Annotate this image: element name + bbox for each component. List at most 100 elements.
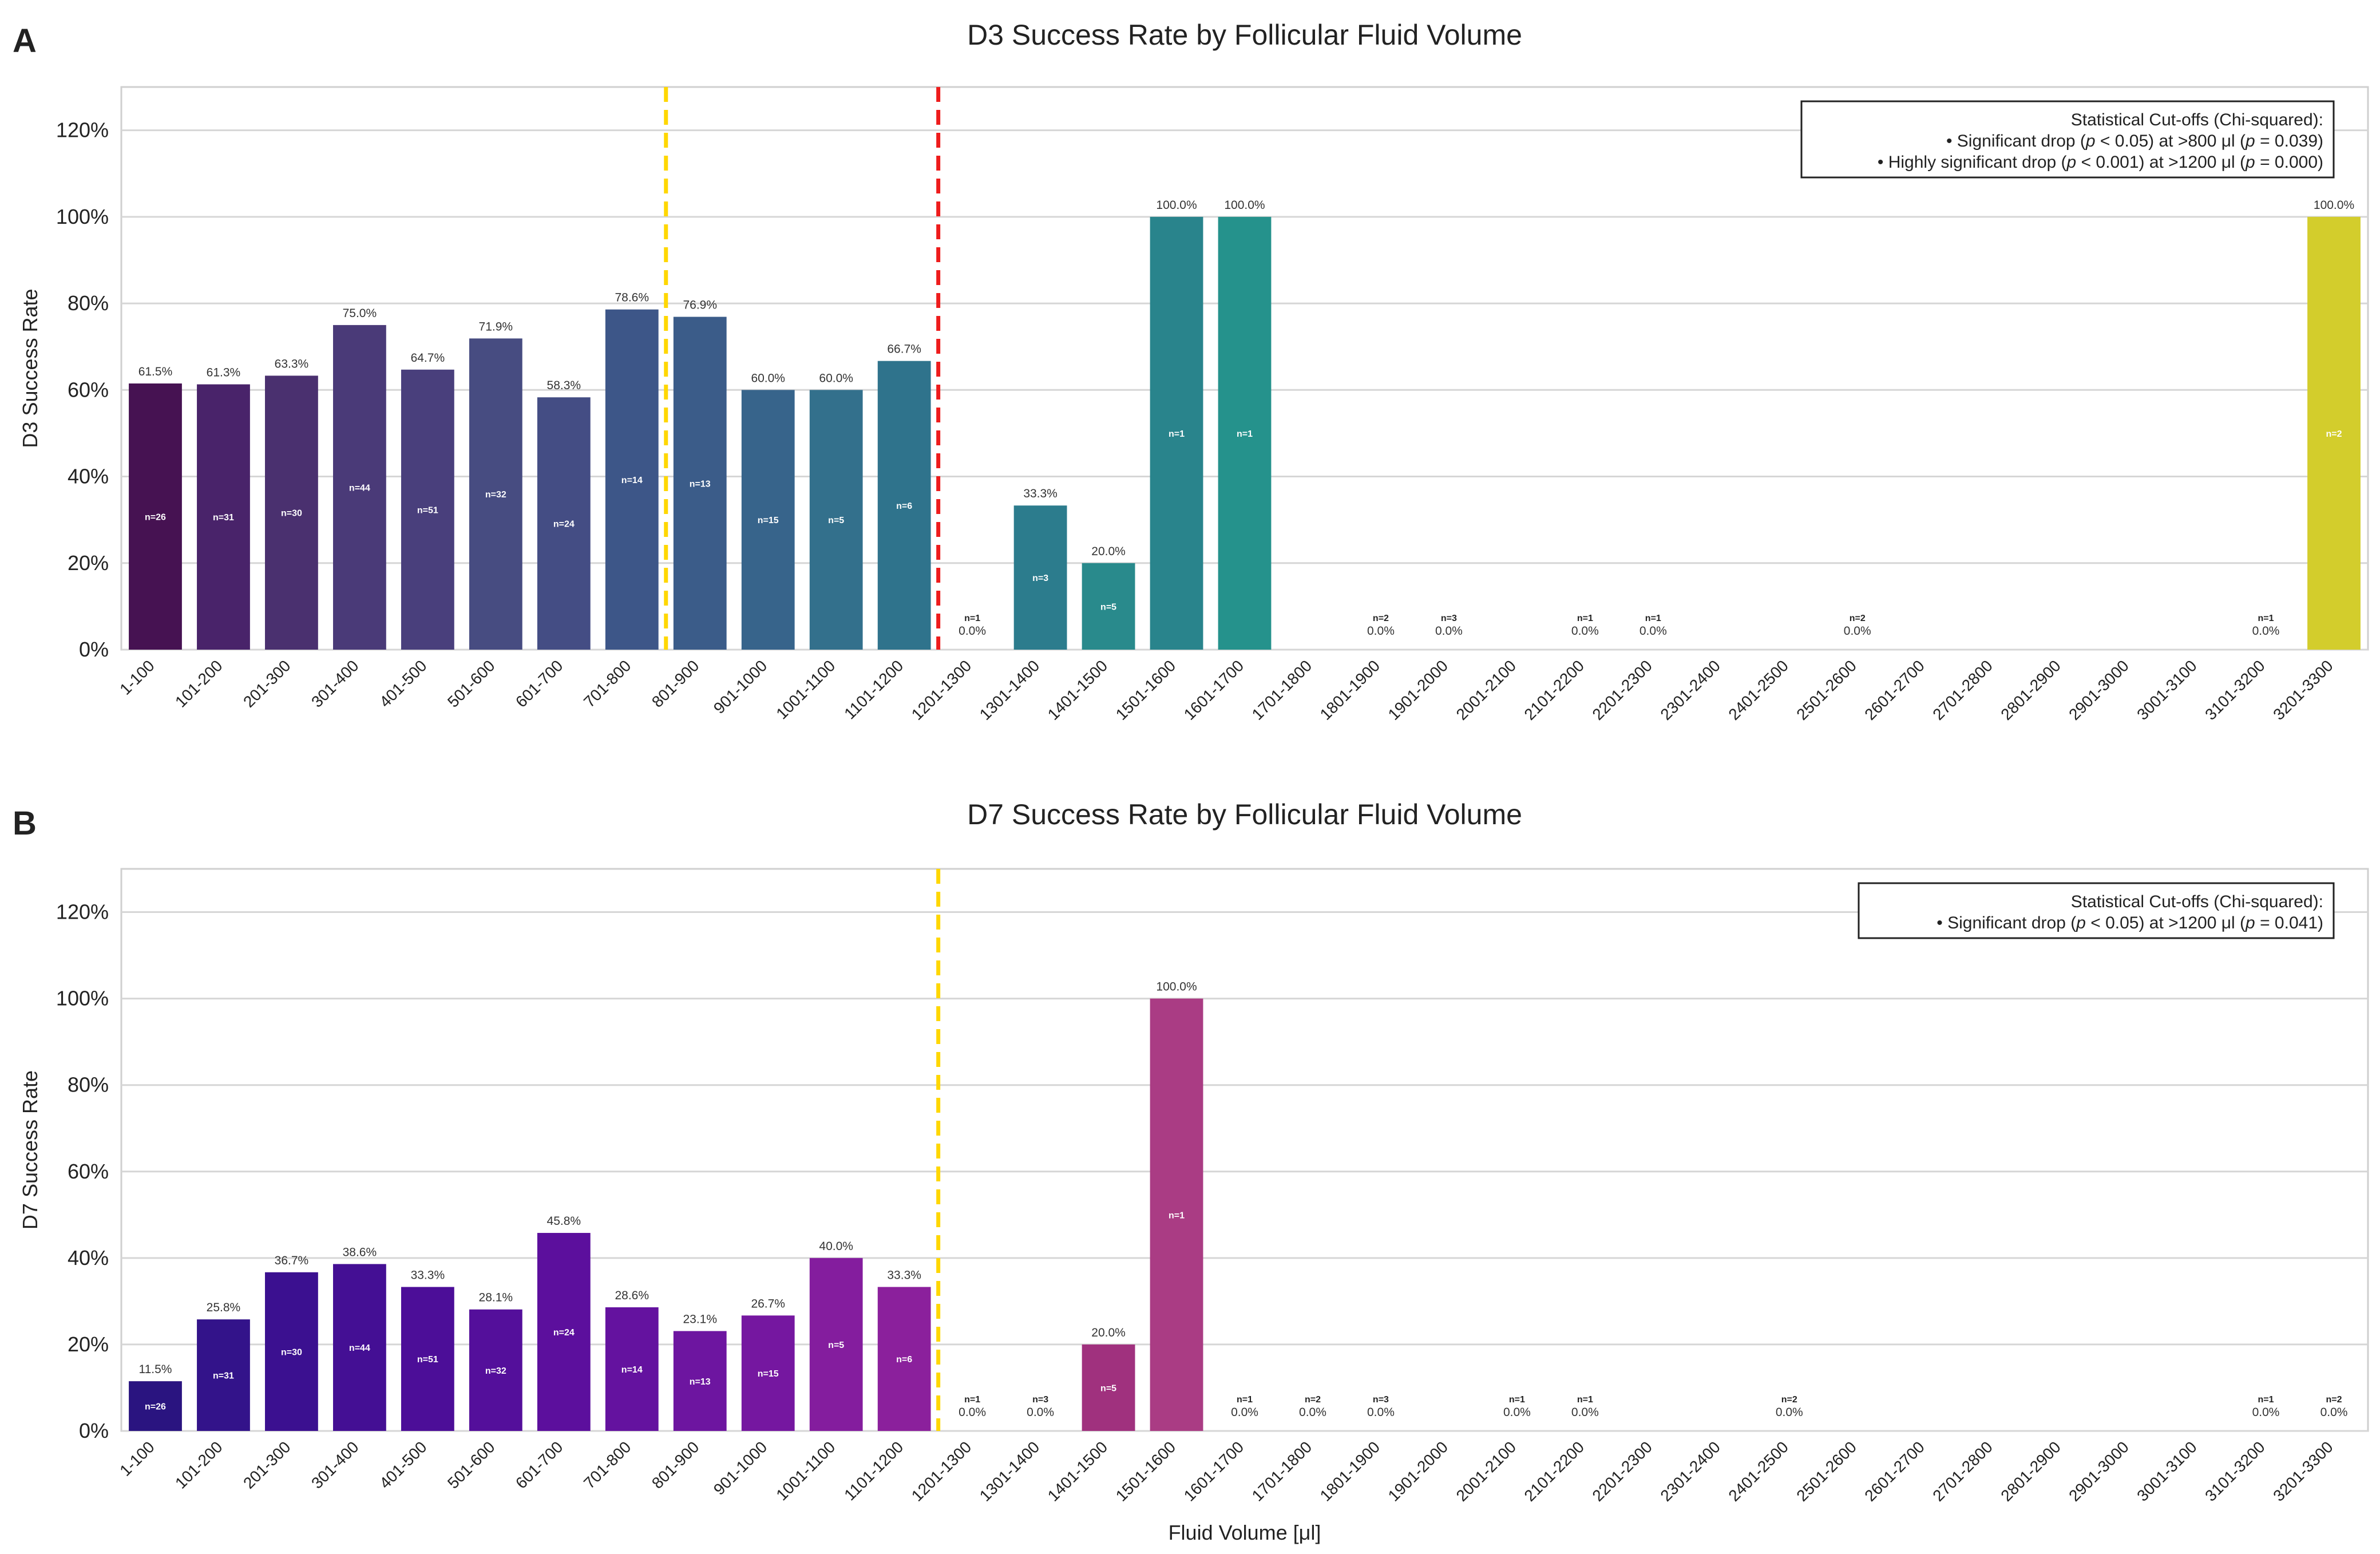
x-tick-label: 601-700 [512, 657, 567, 711]
x-tick-label: 2101-2200 [1520, 1438, 1587, 1505]
bar [1013, 505, 1067, 650]
x-tick-label: 2701-2800 [1929, 1438, 1996, 1505]
bar-value-label: 38.6% [343, 1245, 377, 1259]
bar-n-label: n=2 [1781, 1395, 1797, 1405]
panel-letter-b: B [13, 805, 37, 842]
bar-n-label: n=2 [1850, 614, 1866, 623]
bar [1218, 216, 1272, 650]
bar-n-label: n=5 [828, 1341, 844, 1350]
bar-value-label: 0.0% [1844, 624, 1871, 638]
x-tick-label: 1501-1600 [1112, 657, 1179, 723]
x-tick-label: 301-400 [308, 1438, 362, 1492]
bar-value-label: 0.0% [1776, 1406, 1803, 1419]
y-tick-label: 60% [68, 378, 109, 401]
bar-n-label: n=1 [1237, 429, 1253, 439]
bar-n-label: n=13 [690, 1377, 711, 1387]
bar-n-label: n=1 [1577, 1395, 1593, 1405]
x-tick-label: 2301-2400 [1657, 1438, 1724, 1505]
bar-n-label: n=1 [1577, 614, 1593, 623]
y-tick-label: 100% [56, 205, 109, 228]
bar-n-label: n=5 [1100, 1383, 1116, 1393]
bar [332, 1264, 386, 1431]
bar-n-label: n=2 [2326, 1395, 2342, 1405]
x-tick-label: 2601-2700 [1861, 1438, 1928, 1505]
bar [877, 361, 931, 650]
x-tick-label: 2601-2700 [1861, 657, 1928, 723]
bar [332, 325, 386, 650]
y-tick-label: 0% [79, 1419, 109, 1442]
bar-value-label: 23.1% [683, 1313, 717, 1326]
bar-value-label: 45.8% [547, 1215, 581, 1228]
x-tick-label: 101-200 [172, 1438, 226, 1492]
x-tick-label: 2701-2800 [1929, 657, 1996, 723]
x-tick-label: 1701-1800 [1249, 657, 1316, 723]
bar-n-label: n=14 [621, 1365, 643, 1375]
bar [1082, 1344, 1135, 1431]
bar-value-label: 33.3% [411, 1268, 445, 1282]
x-tick-label: 801-900 [648, 1438, 703, 1492]
x-tick-label: 1001-1100 [773, 1438, 838, 1504]
x-tick-label: 301-400 [308, 657, 362, 711]
bar-value-label: 76.9% [683, 299, 717, 312]
bar-n-label: n=3 [1441, 614, 1457, 623]
bar-value-label: 0.0% [1571, 1406, 1599, 1419]
bar-n-label: n=26 [145, 1402, 166, 1412]
bar-n-label: n=24 [553, 1328, 575, 1338]
bar-value-label: 61.3% [207, 366, 241, 379]
y-axis-label: D7 Success Rate [18, 1070, 42, 1229]
bar [469, 338, 522, 650]
bar-value-label: 0.0% [2252, 1406, 2280, 1419]
bar [605, 309, 659, 650]
x-tick-label: 1101-1200 [841, 657, 906, 722]
x-tick-label: 601-700 [512, 1438, 567, 1492]
bar [265, 1272, 318, 1431]
y-tick-label: 100% [56, 987, 109, 1010]
x-tick-label: 701-800 [580, 657, 635, 711]
x-tick-label: 1301-1400 [976, 657, 1043, 723]
bar-n-label: n=1 [964, 614, 980, 623]
bar [401, 1287, 454, 1431]
panel-letter-a: A [13, 22, 37, 60]
bar-value-label: 40.0% [819, 1240, 853, 1253]
y-tick-label: 80% [68, 291, 109, 315]
x-tick-label: 3001-3100 [2133, 1438, 2200, 1505]
legend-title: Statistical Cut-offs (Chi-squared): [2071, 110, 2323, 129]
x-tick-label: 101-200 [172, 657, 226, 711]
bar-n-label: n=13 [690, 479, 711, 489]
x-tick-label: 1401-1500 [1044, 657, 1111, 723]
bar-value-label: 26.7% [751, 1297, 785, 1310]
x-tick-label: 1601-1700 [1181, 1438, 1248, 1505]
bar-n-label: n=44 [349, 483, 370, 493]
x-tick-label: 1-100 [116, 1438, 158, 1480]
x-tick-label: 2201-2300 [1589, 657, 1656, 723]
y-tick-label: 120% [56, 118, 109, 142]
legend-title: Statistical Cut-offs (Chi-squared): [2071, 892, 2323, 911]
bar [129, 383, 182, 650]
y-tick-label: 20% [68, 1332, 109, 1356]
legend-item: • Highly significant drop (p < 0.001) at… [1878, 153, 2323, 172]
bar-value-label: 100.0% [2314, 199, 2354, 212]
x-tick-label: 401-500 [376, 1438, 430, 1492]
bar-value-label: 28.1% [479, 1291, 513, 1304]
x-tick-label: 3201-3300 [2270, 1438, 2337, 1505]
bar-n-label: n=31 [213, 1371, 234, 1381]
bar-n-label: n=32 [485, 1366, 506, 1376]
bar [1150, 216, 1203, 650]
y-tick-label: 20% [68, 551, 109, 575]
x-tick-label: 201-300 [240, 657, 294, 711]
bar-n-label: n=1 [964, 1395, 980, 1405]
bar-n-label: n=44 [349, 1343, 370, 1353]
x-tick-label: 2501-2600 [1793, 657, 1860, 723]
x-tick-label: 2001-2100 [1453, 657, 1520, 723]
x-tick-label: 2001-2100 [1453, 1438, 1520, 1505]
bar-value-label: 64.7% [411, 351, 445, 365]
x-tick-label: 501-600 [444, 657, 498, 711]
bar-value-label: 33.3% [887, 1268, 921, 1282]
x-tick-label: 2201-2300 [1589, 1438, 1656, 1505]
bar-value-label: 60.0% [751, 371, 785, 385]
bar-n-label: n=32 [485, 490, 506, 500]
bar-value-label: 0.0% [2252, 624, 2280, 638]
bar-n-label: n=2 [2326, 429, 2342, 439]
x-tick-label: 401-500 [376, 657, 430, 711]
legend-item: • Significant drop (p < 0.05) at >1200 μ… [1937, 914, 2323, 932]
